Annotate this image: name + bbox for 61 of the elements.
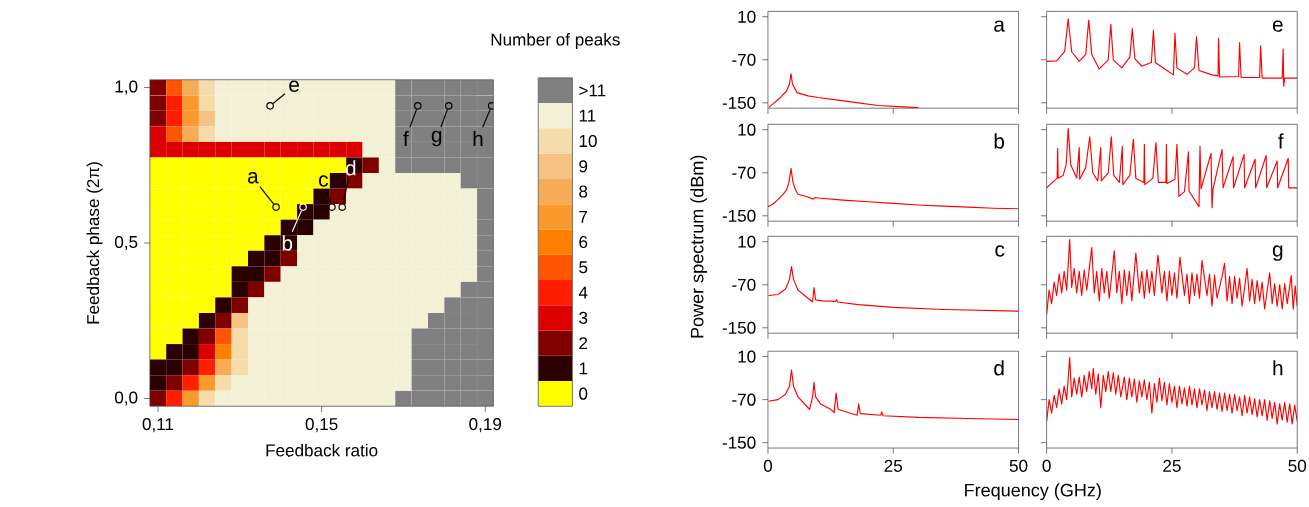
y-tick-label: -70 — [732, 278, 756, 291]
y-tick-label: -150 — [722, 209, 756, 222]
line-series — [767, 167, 1019, 210]
y-tick-label: 0,5 — [114, 235, 138, 251]
color-bar-title: Number of peaks — [491, 33, 620, 50]
color-bar-label: 1 — [579, 362, 588, 375]
x-tick-label: 0,11 — [142, 418, 174, 433]
annotation: c — [995, 245, 1005, 257]
annotation: d — [994, 360, 1004, 376]
x-tick-label: 0 — [1042, 459, 1051, 472]
x-tick-label: 50 — [1288, 459, 1307, 472]
y-tick-label: -70 — [732, 53, 756, 66]
y-tick-label: -150 — [722, 436, 756, 449]
color-bar-label: 11 — [579, 109, 596, 122]
x-tick-label: 25 — [884, 459, 903, 472]
color-bar-label: 8 — [579, 185, 588, 198]
color-bar-label: 4 — [578, 286, 588, 299]
y-tick-label: 0,0 — [114, 391, 138, 406]
x-tick-label: 25 — [1163, 459, 1181, 472]
color-bar-label: 7 — [579, 210, 588, 223]
annotation: h — [473, 131, 483, 147]
line-series — [767, 265, 1019, 312]
color-bar-label: 6 — [579, 236, 588, 249]
x-tick-label: 0,19 — [469, 418, 502, 433]
x-axis-title: Feedback ratio — [266, 443, 378, 457]
y-tick-label: -70 — [732, 166, 756, 179]
y-tick-label: 10 — [738, 123, 756, 136]
y-axis-title: Power spectrum (dBm) — [690, 155, 708, 338]
annotation: g — [1272, 245, 1283, 261]
annotation: f — [1278, 133, 1284, 149]
y-tick-label: 10 — [738, 350, 756, 363]
annotation: e — [1272, 20, 1283, 32]
x-tick-label: 50 — [1009, 459, 1028, 472]
y-tick-label: 1,0 — [115, 80, 138, 95]
color-bar-label: 9 — [579, 160, 588, 173]
color-bar-label: 0 — [579, 387, 588, 400]
x-tick-label: 0,15 — [305, 418, 338, 433]
annotation: c — [319, 175, 328, 187]
annotation: b — [282, 235, 293, 251]
x-axis-title: Frequency (GHz) — [965, 483, 1101, 501]
annotation: e — [289, 80, 300, 93]
line-series — [768, 73, 919, 109]
annotation: a — [247, 172, 259, 184]
color-bar-label: 10 — [579, 135, 597, 148]
y-axis-title: Feedback phase (2π) — [86, 162, 103, 324]
x-tick-label: 0 — [763, 459, 773, 472]
color-bar-label: 5 — [579, 261, 588, 274]
annotation: f — [403, 131, 409, 147]
annotation: g — [431, 130, 442, 147]
y-tick-label: -150 — [722, 321, 756, 334]
y-tick-label: 10 — [738, 10, 756, 23]
y-tick-label: -150 — [722, 96, 756, 109]
y-tick-label: 10 — [738, 235, 756, 248]
color-bar-label: >11 — [579, 84, 606, 97]
annotation: b — [994, 133, 1005, 149]
color-bar-label: 3 — [579, 311, 588, 324]
annotation: a — [994, 20, 1005, 32]
annotation: h — [1273, 360, 1283, 376]
annotation: d — [345, 160, 356, 176]
color-bar-label: 2 — [579, 337, 588, 350]
y-tick-label: -70 — [732, 393, 756, 406]
